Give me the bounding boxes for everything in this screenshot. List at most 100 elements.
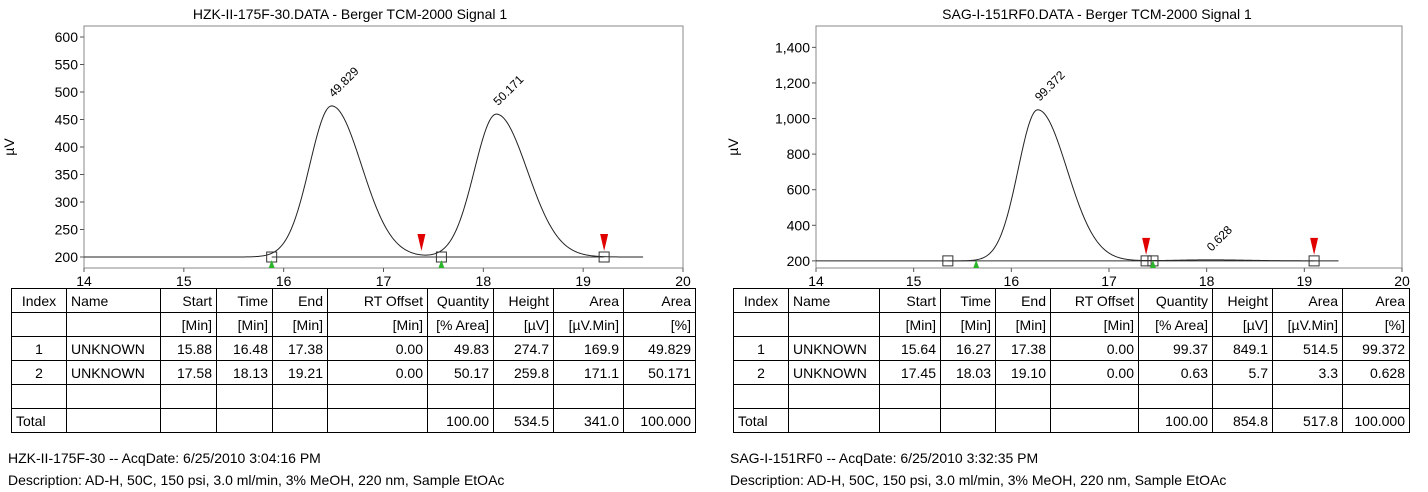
table-header-cell: End [995, 288, 1051, 313]
table-cell [788, 312, 880, 337]
peak-label: 50.171 [491, 72, 527, 108]
table-cell: 19.21 [272, 360, 328, 385]
table-cell [1050, 384, 1139, 409]
table-cell: 19.10 [995, 360, 1051, 385]
table-cell: [Min] [272, 312, 328, 337]
table-cell: UNKNOWN [788, 336, 880, 361]
table-header-cell: Start [879, 288, 941, 313]
table-cell: 49.83 [427, 336, 494, 361]
peak-label: 99.372 [1032, 68, 1068, 104]
table-cell: 517.8 [1272, 408, 1343, 433]
table-header-cell: Area [623, 288, 696, 313]
peak-results-table-right: Index Name Start Time End RT Offset Quantity He… [733, 288, 1410, 433]
table-cell: 18.03 [940, 360, 996, 385]
table-cell: 17.38 [272, 336, 328, 361]
table-cell [327, 408, 428, 433]
y-tick-label: 400 [55, 139, 79, 155]
table-header-cell: Area [1342, 288, 1410, 313]
table-cell [66, 312, 161, 337]
table-cell [995, 408, 1051, 433]
table-cell [733, 312, 789, 337]
table-row: 2 UNKNOWN 17.45 18.03 19.10 0.00 0.63 5.7 3.3 0.6… [733, 360, 1410, 385]
table-cell: 341.0 [553, 408, 624, 433]
table-cell: 0.63 [1138, 360, 1213, 385]
table-cell: 0.00 [1050, 360, 1139, 385]
table-cell [272, 408, 328, 433]
peak-end-marker [1310, 237, 1319, 255]
table-cell: 49.829 [623, 336, 696, 361]
peak-results-table-left: Index Name Start Time End RT Offset Quantity He… [11, 288, 696, 433]
table-cell: Total [11, 408, 67, 433]
table-header-cell: Area [553, 288, 624, 313]
y-tick-label: 450 [55, 112, 79, 128]
table-cell [879, 408, 941, 433]
table-cell: [Min] [160, 312, 217, 337]
table-cell: 849.1 [1212, 336, 1273, 361]
y-tick-label: 1,200 [775, 75, 810, 91]
table-cell: [Min] [327, 312, 428, 337]
table-header-cell: Quantity [427, 288, 494, 313]
plot-frame [815, 25, 1403, 269]
peak-end-marker [417, 234, 426, 251]
table-cell: 259.8 [493, 360, 554, 385]
table-cell [940, 384, 996, 409]
peak-label: 0.628 [1204, 223, 1235, 254]
y-tick-label: 200 [55, 249, 79, 265]
table-cell: [µV.Min] [553, 312, 624, 337]
y-tick-label: 300 [55, 194, 79, 210]
chromatogram-panel-right: SAG-I-151RF0.DATA - Berger TCM-2000 Sign… [722, 0, 1428, 492]
chart-title: SAG-I-151RF0.DATA - Berger TCM-2000 Sign… [942, 6, 1252, 22]
table-cell [160, 384, 217, 409]
table-cell [66, 384, 161, 409]
table-units-row: [Min] [Min] [Min] [Min] [% Area] [µV] [µV.Min]… [733, 312, 1410, 337]
table-header-cell: Time [216, 288, 273, 313]
y-tick-label: 550 [55, 57, 79, 73]
peak-start-marker [438, 260, 445, 268]
x-tick-label: 14 [76, 273, 92, 289]
table-cell: 100.000 [623, 408, 696, 433]
table-cell: 514.5 [1272, 336, 1343, 361]
x-tick-label: 17 [376, 273, 392, 289]
x-tick-label: 18 [1199, 273, 1215, 289]
table-cell: UNKNOWN [66, 336, 161, 361]
table-cell [553, 384, 624, 409]
table-cell [216, 408, 273, 433]
table-header-row: Index Name Start Time End RT Offset Quantity He… [11, 288, 696, 313]
y-tick-label: 500 [55, 84, 79, 100]
peak-end-marker [1142, 237, 1151, 255]
table-units-row: [Min] [Min] [Min] [Min] [% Area] [µV] [µV.Min]… [11, 312, 696, 337]
table-cell: 18.13 [216, 360, 273, 385]
peak-label: 49.829 [326, 64, 362, 100]
table-cell [327, 384, 428, 409]
table-total-row: Total 100.00 534.5 341.0 100.000 [11, 408, 696, 433]
table-cell: 0.00 [327, 336, 428, 361]
table-cell: UNKNOWN [66, 360, 161, 385]
table-total-row: Total 100.00 854.8 517.8 100.000 [733, 408, 1410, 433]
table-header-cell: Height [1212, 288, 1273, 313]
table-cell: 100.000 [1342, 408, 1410, 433]
table-cell [1342, 384, 1410, 409]
table-cell [272, 384, 328, 409]
table-row [733, 384, 1410, 409]
table-cell: 16.48 [216, 336, 273, 361]
table-cell [1138, 384, 1213, 409]
baseline-marker [598, 251, 610, 263]
table-cell: 0.628 [1342, 360, 1410, 385]
method-description-left: Description: AD-H, 50C, 150 psi, 3.0 ml/… [8, 472, 505, 488]
peak-end-marker [600, 234, 609, 251]
table-header-cell: Height [493, 288, 554, 313]
x-tick-label: 17 [1101, 273, 1117, 289]
table-cell: 169.9 [553, 336, 624, 361]
table-cell: [%] [1342, 312, 1410, 337]
table-cell: 50.171 [623, 360, 696, 385]
table-cell: 171.1 [553, 360, 624, 385]
table-cell [1212, 384, 1273, 409]
y-tick-label: 350 [55, 167, 79, 183]
table-cell [879, 384, 941, 409]
peak-start-marker [973, 260, 980, 268]
table-cell: 100.00 [1138, 408, 1213, 433]
table-cell [788, 408, 880, 433]
table-cell: [Min] [995, 312, 1051, 337]
table-cell: [% Area] [427, 312, 494, 337]
table-cell: 1 [733, 336, 789, 361]
